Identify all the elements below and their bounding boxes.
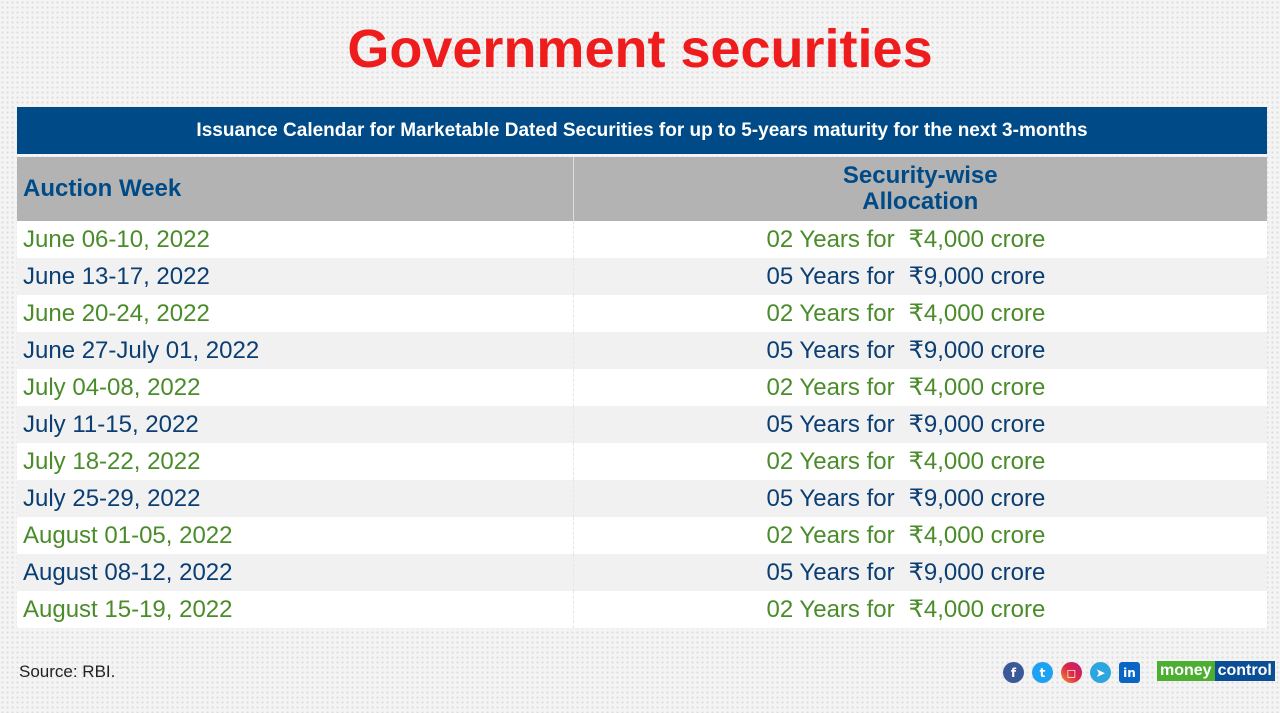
telegram-icon[interactable]: ➤ xyxy=(1090,662,1111,683)
allocation-cell: 02 Years for ₹4,000 crore xyxy=(573,591,1267,628)
amount: ₹4,000 crore xyxy=(908,300,1046,327)
table-row: June 20-24, 2022 02 Years for ₹4,000 crore xyxy=(17,295,1267,332)
linkedin-icon[interactable]: in xyxy=(1119,662,1140,683)
header-allocation-line2: Allocation xyxy=(862,188,979,215)
tenor: 05 Years for xyxy=(766,411,895,438)
allocation-cell: 05 Years for ₹9,000 crore xyxy=(573,332,1267,369)
tenor: 02 Years for xyxy=(766,374,895,401)
auction-week-cell: July 11-15, 2022 xyxy=(17,406,574,443)
auction-week-cell: June 20-24, 2022 xyxy=(17,295,574,332)
amount: ₹4,000 crore xyxy=(908,374,1046,401)
amount: ₹9,000 crore xyxy=(908,263,1046,290)
allocation-cell: 02 Years for ₹4,000 crore xyxy=(573,295,1267,332)
twitter-icon[interactable]: t xyxy=(1032,662,1053,683)
tenor: 02 Years for xyxy=(766,226,895,253)
auction-week-cell: August 01-05, 2022 xyxy=(17,517,574,554)
tenor: 05 Years for xyxy=(766,485,895,512)
amount: ₹9,000 crore xyxy=(908,411,1046,438)
table-row: June 13-17, 2022 05 Years for ₹9,000 crore xyxy=(17,258,1267,295)
table-row: July 25-29, 2022 05 Years for ₹9,000 crore xyxy=(17,480,1267,517)
amount: ₹4,000 crore xyxy=(908,596,1046,623)
source-note: Source: RBI. xyxy=(19,662,116,681)
logo-part1: money xyxy=(1157,661,1215,681)
auction-week-cell: July 18-22, 2022 xyxy=(17,443,574,480)
auction-week-cell: June 27-July 01, 2022 xyxy=(17,332,574,369)
instagram-icon[interactable]: ◻ xyxy=(1061,662,1082,683)
tenor: 05 Years for xyxy=(766,337,895,364)
table-banner: Issuance Calendar for Marketable Dated S… xyxy=(17,107,1267,154)
social-icons: f t ◻ ➤ in xyxy=(1003,662,1140,683)
amount: ₹9,000 crore xyxy=(908,337,1046,364)
issuance-table: Auction Week Security-wise Allocation Jun… xyxy=(17,157,1267,628)
auction-week-cell: July 04-08, 2022 xyxy=(17,369,574,406)
amount: ₹9,000 crore xyxy=(908,559,1046,586)
table-row: June 27-July 01, 2022 05 Years for ₹9,000 … xyxy=(17,332,1267,369)
amount: ₹4,000 crore xyxy=(908,226,1046,253)
tenor: 02 Years for xyxy=(766,448,895,475)
page-title: Government securities xyxy=(347,19,933,79)
allocation-cell: 05 Years for ₹9,000 crore xyxy=(573,554,1267,591)
table-row: August 08-12, 2022 05 Years for ₹9,000 cro… xyxy=(17,554,1267,591)
tenor: 02 Years for xyxy=(766,300,895,327)
auction-week-cell: June 13-17, 2022 xyxy=(17,258,574,295)
table-row: August 01-05, 2022 02 Years for ₹4,000 cro… xyxy=(17,517,1267,554)
table-row: July 04-08, 2022 02 Years for ₹4,000 crore xyxy=(17,369,1267,406)
logo-part2: control xyxy=(1214,661,1275,681)
table-row: July 11-15, 2022 05 Years for ₹9,000 crore xyxy=(17,406,1267,443)
table-row: August 15-19, 2022 02 Years for ₹4,000 cro… xyxy=(17,591,1267,628)
header-allocation: Security-wise Allocation xyxy=(573,157,1267,221)
tenor: 02 Years for xyxy=(766,596,895,623)
auction-week-cell: July 25-29, 2022 xyxy=(17,480,574,517)
tenor: 02 Years for xyxy=(766,522,895,549)
allocation-cell: 05 Years for ₹9,000 crore xyxy=(573,258,1267,295)
auction-week-cell: August 08-12, 2022 xyxy=(17,554,574,591)
tenor: 05 Years for xyxy=(766,263,895,290)
auction-week-cell: June 06-10, 2022 xyxy=(17,221,574,258)
facebook-icon[interactable]: f xyxy=(1003,662,1024,683)
table-row: June 06-10, 2022 02 Years for ₹4,000 crore xyxy=(17,221,1267,258)
allocation-cell: 05 Years for ₹9,000 crore xyxy=(573,480,1267,517)
auction-week-cell: August 15-19, 2022 xyxy=(17,591,574,628)
allocation-cell: 02 Years for ₹4,000 crore xyxy=(573,221,1267,258)
header-allocation-line1: Security-wise xyxy=(842,162,998,189)
amount: ₹4,000 crore xyxy=(908,448,1046,475)
moneycontrol-logo: money control xyxy=(1157,661,1275,681)
amount: ₹4,000 crore xyxy=(908,522,1046,549)
allocation-cell: 02 Years for ₹4,000 crore xyxy=(573,443,1267,480)
amount: ₹9,000 crore xyxy=(908,485,1046,512)
allocation-cell: 05 Years for ₹9,000 crore xyxy=(573,406,1267,443)
allocation-cell: 02 Years for ₹4,000 crore xyxy=(573,517,1267,554)
allocation-cell: 02 Years for ₹4,000 crore xyxy=(573,369,1267,406)
table-row: July 18-22, 2022 02 Years for ₹4,000 crore xyxy=(17,443,1267,480)
header-auction-week: Auction Week xyxy=(17,157,574,221)
tenor: 05 Years for xyxy=(766,559,895,586)
